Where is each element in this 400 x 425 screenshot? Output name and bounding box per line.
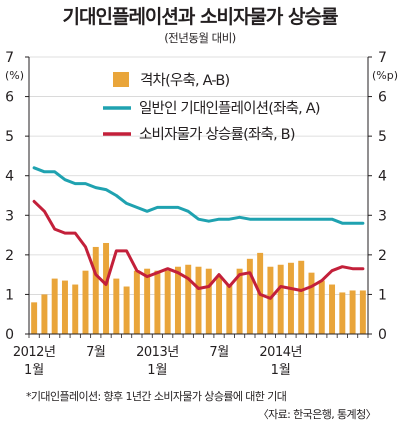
gap-bar: [246, 258, 253, 334]
right-tick-label: 4: [378, 169, 387, 185]
left-tick-label: 2: [5, 248, 14, 264]
x-tick-label: 7월: [209, 345, 228, 360]
gap-bar: [329, 284, 336, 334]
gap-bar: [72, 284, 79, 334]
gap-bar: [318, 280, 325, 334]
x-tick-label-line2: 1월: [24, 363, 44, 378]
left-tick-label: 6: [5, 90, 14, 106]
gap-bar: [359, 290, 366, 334]
gap-bar: [298, 260, 305, 334]
gap-bar: [103, 242, 110, 334]
gap-bar: [31, 302, 38, 334]
gap-bar: [164, 270, 171, 334]
gridlines: [29, 56, 368, 295]
gap-bar: [216, 276, 223, 334]
footnote: *기대인플레이션: 향후 1년간 소비자물가 상승률에 대한 기대: [26, 390, 287, 403]
gap-bar: [82, 270, 89, 334]
legend-label: 소비자물가 상승률(좌축, B): [139, 126, 295, 143]
left-axis-unit: (%): [5, 69, 24, 82]
x-tick-label-line2: 1월: [147, 363, 167, 378]
right-tick-label: 3: [378, 208, 387, 224]
gap-bars: [31, 242, 366, 334]
gap-bar: [226, 284, 233, 334]
legend: 격차(우축, A-B) 일반인 기대인플레이션(좌축, A) 소비자물가 상승률(좌…: [103, 72, 321, 143]
gap-bar: [308, 272, 315, 334]
right-tick-label: 7: [378, 50, 387, 66]
gap-bar: [133, 270, 140, 334]
left-tick-label: 5: [5, 129, 14, 145]
right-tick-label: 6: [378, 90, 387, 106]
gap-bar: [113, 278, 120, 334]
gap-bar: [195, 266, 202, 334]
right-tick-label: 0: [378, 327, 387, 343]
expectation-line: [32, 166, 365, 225]
gap-bar: [339, 292, 346, 334]
left-tick-label: 4: [5, 169, 14, 185]
gap-bar: [174, 266, 181, 334]
legend-swatch-bar: [113, 72, 129, 87]
left-tick-label: 7: [5, 50, 14, 66]
right-tick-label: 1: [378, 287, 387, 303]
axes: 0 1 2 3 4 5 6 7 0 1 2 3 4 5 6 7 (%) (%p) 2012년 1월 7월 2013년 1월 7…: [5, 50, 398, 378]
legend-label: 일반인 기대인플레이션(좌축, A): [139, 100, 320, 117]
right-axis-unit: (%p): [372, 69, 398, 82]
x-tick-label: 7월: [86, 345, 105, 360]
gap-bar: [349, 290, 356, 334]
gap-bar: [154, 270, 161, 334]
gap-bar: [51, 278, 58, 334]
gap-bar: [123, 286, 130, 334]
series-lines: [32, 166, 365, 300]
source-note: 〈자료: 한국은행, 통계청〉: [257, 408, 377, 421]
gap-bar: [144, 268, 151, 334]
x-tick-label: 2013년: [136, 345, 179, 360]
gap-bar: [61, 280, 68, 334]
chart-subtitle: (전년동월 대비): [164, 31, 236, 45]
x-tick-label: 2014년: [259, 345, 302, 360]
gap-bar: [41, 294, 48, 334]
gap-bar: [185, 264, 192, 334]
x-tick-label: 2012년: [13, 345, 56, 360]
gap-bar: [205, 268, 212, 334]
legend-label: 격차(우축, A-B): [140, 72, 229, 89]
right-tick-label: 5: [378, 129, 387, 145]
x-tick-label-line2: 1월: [271, 363, 291, 378]
gap-bar: [267, 266, 274, 334]
left-tick-label: 3: [5, 208, 14, 224]
cpi-line: [32, 199, 365, 300]
gap-bar: [287, 262, 294, 334]
left-tick-label: 0: [5, 327, 14, 343]
left-tick-label: 1: [5, 287, 14, 303]
right-tick-label: 2: [378, 248, 387, 264]
gap-bar: [277, 264, 284, 334]
gap-bar: [92, 246, 99, 334]
chart-title: 기대인플레이션과 소비자물가 상승률: [62, 6, 339, 28]
gap-bar: [236, 268, 243, 334]
